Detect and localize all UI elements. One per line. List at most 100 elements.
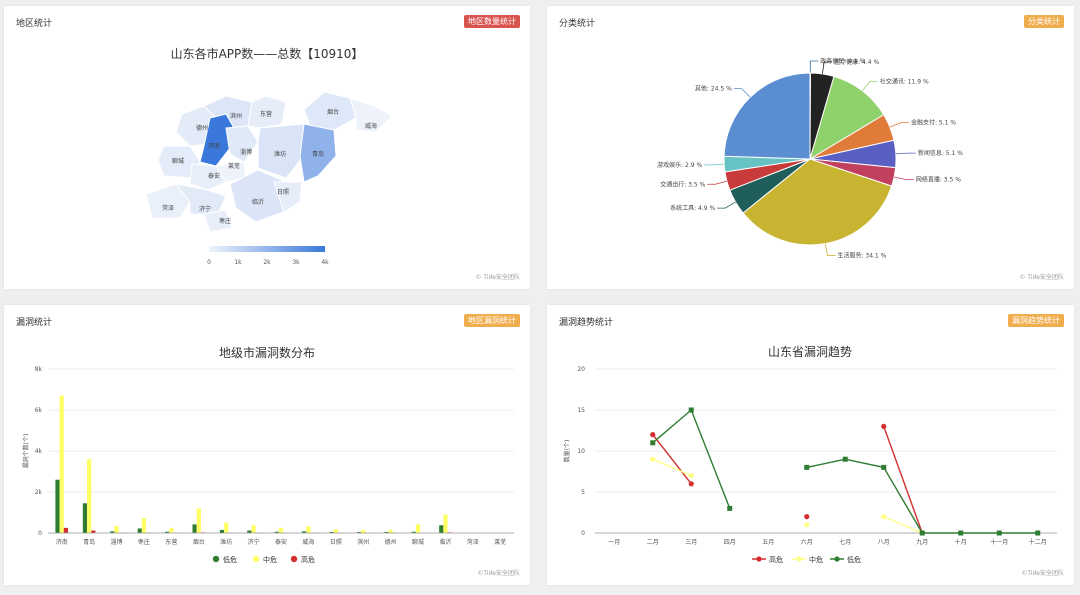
bar-legend-marker[interactable] (290, 555, 298, 563)
bar-低危[interactable] (356, 531, 362, 533)
bar-低危[interactable] (439, 525, 444, 533)
bar-legend-label[interactable]: 低危 (223, 555, 237, 564)
bar-低危[interactable] (384, 531, 389, 533)
region-shape-zaozhuang[interactable] (203, 209, 233, 233)
bar-中危[interactable] (141, 518, 147, 533)
line-point-低危[interactable] (881, 464, 887, 470)
line-legend-label[interactable]: 高危 (769, 555, 783, 564)
line-series-低危[interactable] (652, 408, 731, 509)
bar-中危[interactable] (59, 395, 64, 533)
line-x-tick: 一月 (608, 539, 620, 546)
bar-x-tick: 威海 (302, 538, 314, 546)
line-point-高危[interactable] (688, 481, 694, 487)
region-shape-rizhao[interactable] (273, 181, 303, 213)
line-point-低危[interactable] (650, 440, 656, 446)
bar-中危[interactable] (306, 526, 311, 533)
bar-中危[interactable] (388, 529, 393, 533)
line-point-低危[interactable] (1035, 530, 1041, 536)
line-point-低危[interactable] (727, 505, 733, 511)
line-point-低危[interactable] (842, 456, 848, 462)
line-legend-marker[interactable] (756, 556, 762, 562)
line-point-低危[interactable] (996, 530, 1002, 536)
region-shape-qingdao[interactable] (299, 123, 337, 183)
bar-legend-label[interactable]: 中危 (263, 555, 277, 564)
bar-legend-marker[interactable] (252, 555, 260, 563)
bar-中危[interactable] (361, 529, 366, 533)
pie-slice[interactable] (723, 72, 811, 160)
line-series-低危[interactable] (806, 458, 1038, 534)
bar-高危[interactable] (63, 527, 69, 533)
region-shape-heze[interactable] (145, 183, 191, 219)
line-series-高危[interactable] (652, 434, 692, 485)
line-point-低危[interactable] (688, 407, 694, 413)
bar-低危[interactable] (247, 530, 252, 533)
line-point-低危[interactable] (804, 464, 810, 470)
bar-x-tick: 烟台 (193, 538, 205, 546)
bar-低危[interactable] (55, 479, 60, 533)
line-x-tick: 六月 (801, 538, 813, 546)
line-legend-label[interactable]: 中危 (809, 555, 823, 564)
bar-低危[interactable] (137, 528, 142, 533)
line-point-中危[interactable] (881, 514, 887, 520)
line-point-低危[interactable] (919, 530, 925, 536)
region-shape-weihai[interactable] (349, 97, 393, 133)
bar-中危[interactable] (224, 522, 229, 533)
bar-legend-label[interactable]: 高危 (301, 555, 315, 564)
region-panel-tag[interactable]: 地区数量统计 (464, 15, 520, 28)
category-pie-chart: 政务便民: 0.1 %医疗健康: 4.4 % 社交通讯: 11.9 % 金融支付: … (657, 57, 963, 259)
bar-中危[interactable] (443, 514, 448, 533)
bar-中危[interactable] (415, 524, 421, 533)
bar-低危[interactable] (219, 529, 225, 533)
bar-中危[interactable] (278, 527, 284, 533)
trend-panel-tag[interactable]: 漏洞趋势统计 (1008, 314, 1064, 327)
bar-低危[interactable] (110, 531, 115, 533)
line-point-高危[interactable] (881, 423, 887, 429)
bar-低危[interactable] (192, 524, 197, 533)
line-legend-marker[interactable] (796, 556, 802, 562)
line-point-中危[interactable] (650, 456, 656, 462)
category-panel-tag[interactable]: 分类统计 (1024, 15, 1064, 28)
line-legend-label[interactable]: 低危 (847, 555, 861, 564)
line-point-高危[interactable] (650, 432, 656, 438)
trend-watermark: ©Tide安全团队 (1021, 570, 1064, 577)
trend-line-chart: 山东省漏洞趋势 0 5 10 15 20 数量(个) 一月 二月 三月 四月 五月 六月 七月 八月 九月 十月… (563, 345, 1057, 564)
vuln-panel-tag[interactable]: 地区漏洞统计 (464, 314, 520, 327)
region-shape-zibo[interactable] (225, 125, 259, 163)
visualmap-label: 3k (292, 259, 300, 266)
line-point-中危[interactable] (804, 522, 810, 528)
bar-中危[interactable] (87, 459, 92, 533)
map-label-烟台: 烟台 (327, 108, 339, 116)
bar-低危[interactable] (165, 531, 170, 533)
trend-panel: 漏洞趋势统计 漏洞趋势统计 山东省漏洞趋势 0 5 10 15 20 数量(个) 一月 二月 三月… (547, 305, 1074, 585)
bar-低危[interactable] (329, 531, 334, 533)
line-point-低危[interactable] (958, 530, 964, 536)
region-shape-taian[interactable] (189, 163, 227, 191)
line-legend-marker[interactable] (834, 556, 840, 562)
bar-高危[interactable] (91, 530, 96, 533)
bar-中危[interactable] (169, 527, 174, 533)
visualmap-bar[interactable] (209, 246, 325, 252)
bar-低危[interactable] (82, 503, 88, 533)
pie-label: 金融支付: 5.1 % (911, 119, 956, 127)
bar-中危[interactable] (114, 525, 119, 533)
pie-slice[interactable] (809, 75, 885, 161)
line-point-中危[interactable] (688, 473, 694, 479)
bar-中危[interactable] (196, 508, 201, 533)
bar-低危[interactable] (411, 531, 416, 533)
pie-slice[interactable] (742, 158, 893, 246)
line-point-高危[interactable] (804, 514, 810, 520)
pie-label-line (895, 152, 916, 155)
map-label-泰安: 泰安 (208, 172, 220, 180)
bar-中危[interactable] (251, 525, 256, 533)
bar-中危[interactable] (333, 529, 338, 533)
vuln-panel-title: 漏洞统计 (16, 318, 53, 328)
line-series-中危[interactable] (883, 515, 923, 534)
line-series-高危[interactable] (883, 426, 923, 534)
bar-legend-marker[interactable] (212, 555, 220, 563)
line-series-中危[interactable] (652, 458, 692, 477)
map-label-聊城: 聊城 (172, 157, 184, 165)
region-shape-jinan[interactable] (199, 113, 235, 167)
pie-label-line (894, 176, 914, 180)
bar-低危[interactable] (274, 531, 279, 533)
bar-低危[interactable] (302, 531, 307, 533)
